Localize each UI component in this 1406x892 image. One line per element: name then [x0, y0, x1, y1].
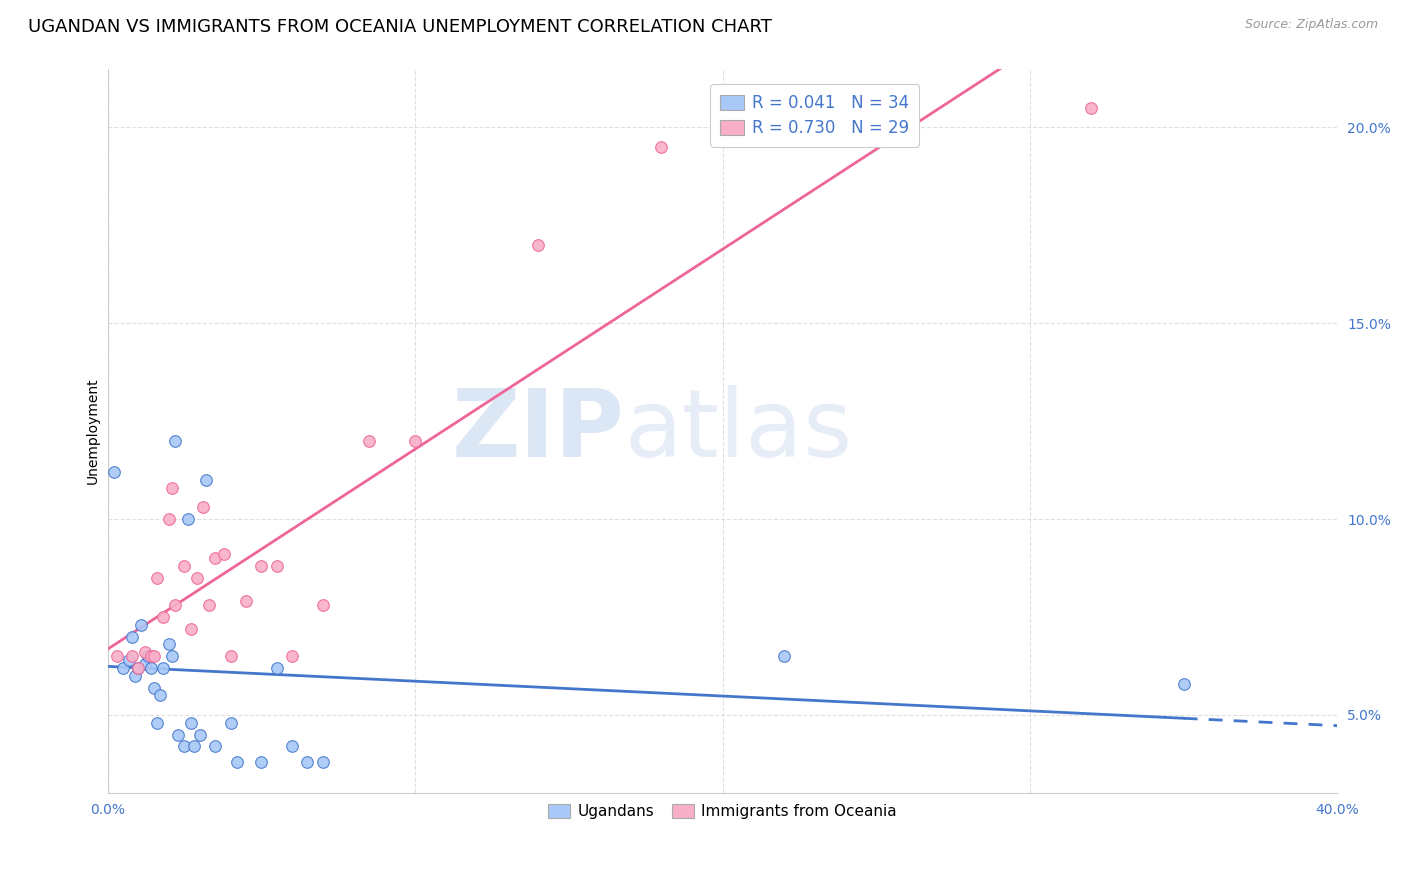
- Point: [142, 649, 165, 664]
- Point: [312, 755, 335, 769]
- Point: [173, 739, 195, 754]
- Point: [404, 434, 426, 448]
- Point: [773, 649, 796, 664]
- Point: [111, 661, 134, 675]
- Point: [266, 559, 288, 574]
- Point: [235, 594, 257, 608]
- Point: [357, 434, 380, 448]
- Point: [281, 649, 304, 664]
- Point: [204, 551, 226, 566]
- Point: [281, 739, 304, 754]
- Text: atlas: atlas: [624, 385, 852, 477]
- Point: [180, 622, 202, 636]
- Text: ZIP: ZIP: [451, 385, 624, 477]
- Point: [105, 649, 128, 664]
- Point: [127, 661, 149, 675]
- Y-axis label: Unemployment: Unemployment: [86, 377, 100, 484]
- Point: [152, 661, 174, 675]
- Point: [160, 481, 183, 495]
- Point: [191, 500, 214, 515]
- Point: [198, 599, 221, 613]
- Point: [204, 739, 226, 754]
- Point: [139, 649, 162, 664]
- Point: [152, 610, 174, 624]
- Point: [165, 599, 187, 613]
- Point: [183, 739, 205, 754]
- Point: [188, 728, 211, 742]
- Point: [134, 645, 156, 659]
- Point: [142, 681, 165, 695]
- Point: [149, 689, 172, 703]
- Point: [103, 465, 125, 479]
- Text: Source: ZipAtlas.com: Source: ZipAtlas.com: [1244, 18, 1378, 31]
- Point: [266, 661, 288, 675]
- Point: [167, 728, 190, 742]
- Point: [312, 599, 335, 613]
- Point: [214, 547, 236, 561]
- Point: [219, 715, 242, 730]
- Point: [146, 715, 169, 730]
- Point: [127, 661, 149, 675]
- Point: [134, 657, 156, 671]
- Point: [121, 630, 143, 644]
- Point: [173, 559, 195, 574]
- Point: [124, 669, 146, 683]
- Point: [176, 512, 198, 526]
- Point: [527, 237, 550, 252]
- Point: [250, 559, 273, 574]
- Text: UGANDAN VS IMMIGRANTS FROM OCEANIA UNEMPLOYMENT CORRELATION CHART: UGANDAN VS IMMIGRANTS FROM OCEANIA UNEMP…: [28, 18, 772, 36]
- Point: [1080, 101, 1102, 115]
- Point: [1173, 676, 1195, 690]
- Point: [121, 649, 143, 664]
- Point: [131, 618, 153, 632]
- Point: [160, 649, 183, 664]
- Legend: Ugandans, Immigrants from Oceania: Ugandans, Immigrants from Oceania: [543, 798, 903, 826]
- Point: [250, 755, 273, 769]
- Point: [157, 637, 180, 651]
- Point: [650, 140, 672, 154]
- Point: [219, 649, 242, 664]
- Point: [157, 512, 180, 526]
- Point: [118, 653, 141, 667]
- Point: [195, 473, 218, 487]
- Point: [180, 715, 202, 730]
- Point: [165, 434, 187, 448]
- Point: [186, 571, 208, 585]
- Point: [139, 661, 162, 675]
- Point: [225, 755, 247, 769]
- Point: [136, 649, 159, 664]
- Point: [146, 571, 169, 585]
- Point: [297, 755, 319, 769]
